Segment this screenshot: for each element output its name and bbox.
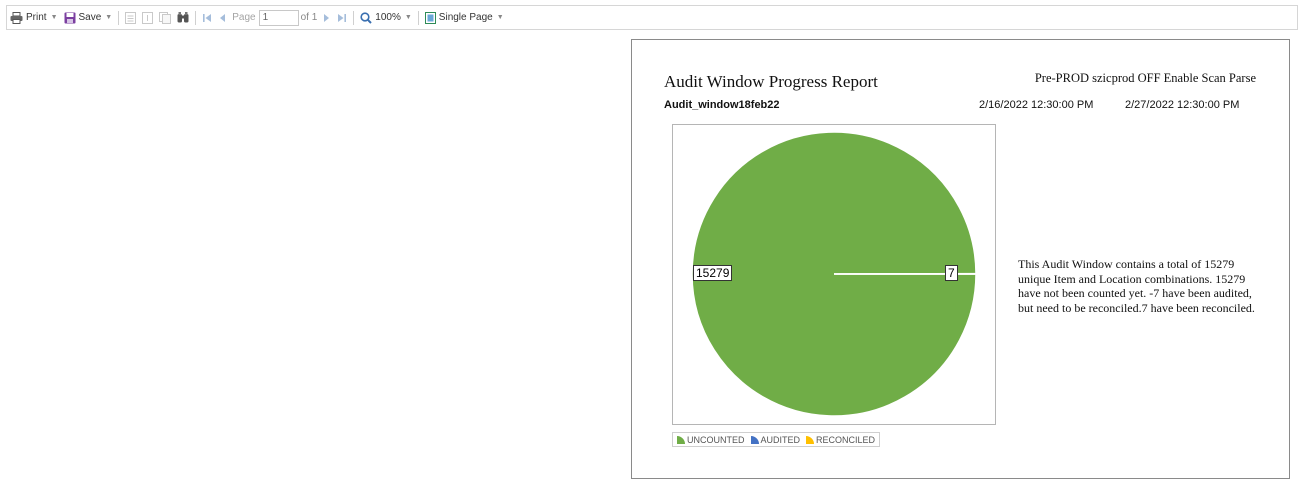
save-label: Save [79,12,102,23]
view-mode-chevron-down-icon: ▼ [497,14,504,21]
page-label: Page [232,12,255,23]
find-button[interactable] [174,6,192,29]
printer-icon [10,12,23,24]
document-map-icon [125,12,136,24]
zoom-chevron-down-icon: ▼ [405,14,412,21]
legend-item-uncounted: UNCOUNTED [677,435,745,445]
legend-label: AUDITED [761,435,801,445]
report-title: Audit Window Progress Report [664,72,878,92]
page-navigator: Page of 1 [229,6,320,29]
report-viewer-toolbar: Print ▼ Save ▼ [6,5,1298,30]
view-mode-dropdown[interactable]: Single Page ▼ [422,6,507,29]
legend-item-audited: AUDITED [751,435,801,445]
data-label-uncounted: 15279 [693,265,732,281]
save-button[interactable]: Save ▼ [61,6,116,29]
first-page-icon [202,13,212,23]
toolbar-separator [353,11,354,25]
legend-swatch-icon [751,436,759,444]
magnifier-icon [360,12,372,24]
parameters-button[interactable] [139,6,156,29]
summary-text: This Audit Window contains a total of 15… [1018,257,1262,315]
zoom-label: 100% [375,12,401,23]
view-mode-label: Single Page [439,12,493,23]
legend-swatch-icon [677,436,685,444]
document-map-button[interactable] [122,6,139,29]
page-count-label: of 1 [301,12,318,23]
chart-legend: UNCOUNTED AUDITED RECONCILED [672,432,880,447]
previous-page-icon [218,13,226,23]
binoculars-icon [177,12,189,23]
legend-label: UNCOUNTED [687,435,745,445]
data-label-reconciled: 7 [945,265,958,281]
toolbar-separator [195,11,196,25]
toolbar-separator [118,11,119,25]
last-page-icon [337,13,347,23]
legend-label: RECONCILED [816,435,875,445]
next-page-button[interactable] [320,6,334,29]
environment-label: Pre-PROD szicprod OFF Enable Scan Parse [1035,71,1256,86]
end-date: 2/27/2022 12:30:00 PM [1125,99,1239,111]
print-chevron-down-icon[interactable]: ▼ [51,14,58,21]
copy-icon [159,12,171,24]
first-page-button[interactable] [199,6,215,29]
pie-chart: 15279 7 [672,124,996,425]
start-date: 2/16/2022 12:30:00 PM [979,99,1093,111]
report-page: Audit Window Progress Report Pre-PROD sz… [631,39,1290,479]
save-chevron-down-icon[interactable]: ▼ [105,14,112,21]
audit-window-name: Audit_window18feb22 [664,99,780,111]
floppy-disk-icon [64,12,76,24]
page-number-input[interactable] [259,10,299,26]
toolbar-separator [418,11,419,25]
legend-swatch-icon [806,436,814,444]
previous-page-button[interactable] [215,6,229,29]
single-page-icon [425,12,436,24]
legend-item-reconciled: RECONCILED [806,435,875,445]
print-label: Print [26,12,47,23]
parameters-icon [142,12,153,24]
print-button[interactable]: Print ▼ [7,6,61,29]
zoom-dropdown[interactable]: 100% ▼ [357,6,415,29]
last-page-button[interactable] [334,6,350,29]
copy-button[interactable] [156,6,174,29]
next-page-icon [323,13,331,23]
